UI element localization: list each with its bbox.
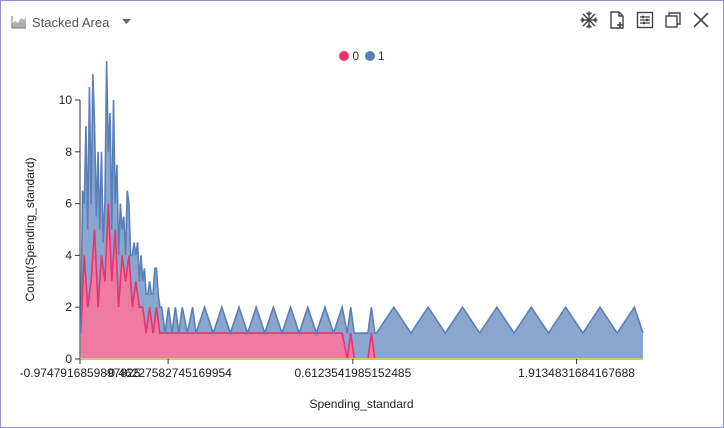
y-tick-label: 10 <box>59 93 73 107</box>
x-tick-label: -0.9747916859897825 <box>20 366 141 380</box>
y-tick-label: 0 <box>65 352 72 366</box>
legend-swatch-series-1 <box>365 51 375 61</box>
line-series-1 <box>80 61 644 336</box>
close-button[interactable] <box>691 10 711 30</box>
new-document-button[interactable] <box>607 10 627 30</box>
chevron-down-icon[interactable] <box>122 19 132 25</box>
x-axis-label: Spending_standard <box>309 397 413 411</box>
settings-panel-icon <box>636 11 654 29</box>
x-tick-label: 1.9134831684167688 <box>518 366 635 380</box>
y-axis-label: Count(Spending_standard) <box>23 157 37 301</box>
legend-item-series-0[interactable]: 0 <box>339 49 359 63</box>
y-tick-label: 2 <box>65 300 72 314</box>
plot-area <box>80 61 644 360</box>
legend-label-series-0: 0 <box>352 49 359 63</box>
restore-window-icon <box>665 12 681 28</box>
close-icon <box>693 12 709 28</box>
new-document-icon <box>610 11 624 29</box>
restore-window-button[interactable] <box>663 10 683 30</box>
snowflake-button[interactable] <box>579 10 599 30</box>
area-series-0 <box>80 203 643 359</box>
legend-label-series-1: 1 <box>378 49 385 63</box>
settings-panel-button[interactable] <box>635 10 655 30</box>
area-chart-icon <box>11 16 26 29</box>
y-tick-label: 6 <box>65 197 72 211</box>
chart-type-title: Stacked Area <box>32 14 110 30</box>
legend-item-series-1[interactable]: 1 <box>365 49 385 63</box>
x-tick-label: -0.46227582745169954 <box>104 366 232 380</box>
chart-toolbar <box>579 10 711 30</box>
chart-header[interactable]: Stacked Area <box>11 11 132 33</box>
area-series-1 <box>80 61 643 360</box>
legend-swatch-series-0 <box>339 51 350 61</box>
x-axis: -0.9747916859897825-0.46227582745169954 0… <box>20 359 635 380</box>
y-tick-label: 8 <box>65 145 72 159</box>
x-tick-label: 0.6123541985152485 <box>294 366 411 380</box>
y-tick-label: 4 <box>65 248 72 262</box>
snowflake-icon <box>580 11 598 29</box>
chart-legend: 0 1 <box>1 49 723 63</box>
y-axis: 0 2 4 6 8 10 <box>59 93 81 366</box>
